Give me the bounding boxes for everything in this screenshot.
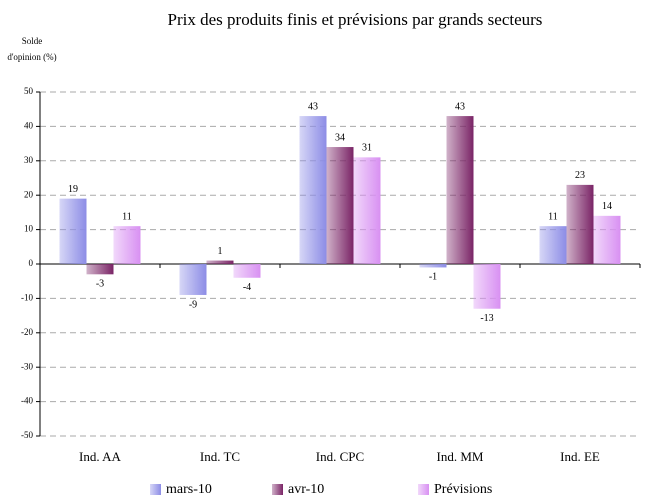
y-tick-label: 0 <box>29 258 34 268</box>
data-label: 14 <box>602 201 612 212</box>
data-label: -3 <box>96 279 104 290</box>
bar <box>299 116 327 264</box>
bar <box>353 157 381 264</box>
x-tick-label: Ind. TC <box>200 449 240 464</box>
y-tick-label: -50 <box>21 430 33 440</box>
legend-swatch <box>150 484 161 495</box>
bar <box>86 264 114 275</box>
data-label: 34 <box>335 132 345 143</box>
data-label: 11 <box>122 211 132 222</box>
x-tick-label: Ind. MM <box>437 449 484 464</box>
y-tick-label: 10 <box>24 224 34 234</box>
bar <box>446 116 474 264</box>
y-tick-label: 30 <box>24 155 34 165</box>
legend-label: avr-10 <box>288 482 324 497</box>
bar <box>566 184 594 264</box>
y-axis-label: Solde <box>22 36 43 46</box>
data-label: -4 <box>243 282 251 293</box>
bar <box>473 264 501 309</box>
data-label: 43 <box>455 101 465 112</box>
data-label: 23 <box>575 170 585 181</box>
bar <box>593 215 621 264</box>
y-axis-label: d'opinion (%) <box>7 52 56 62</box>
y-tick-label: 20 <box>24 189 34 199</box>
y-tick-label: -30 <box>21 361 33 371</box>
x-tick-label: Ind. AA <box>79 449 122 464</box>
bar <box>233 264 261 278</box>
data-label: 43 <box>308 101 318 112</box>
bar <box>179 264 207 295</box>
legend-label: mars-10 <box>166 482 212 497</box>
bar <box>419 264 447 268</box>
bar <box>326 147 354 264</box>
x-tick-label: Ind. CPC <box>316 449 364 464</box>
bar <box>113 226 141 264</box>
data-label: 11 <box>548 211 558 222</box>
legend-swatch <box>272 484 283 495</box>
legend-swatch <box>418 484 429 495</box>
bar <box>59 198 87 264</box>
data-label: 19 <box>68 184 78 195</box>
data-label: 31 <box>362 143 372 154</box>
y-tick-label: -10 <box>21 292 33 302</box>
y-tick-label: 40 <box>24 120 34 130</box>
data-label: -1 <box>429 272 437 283</box>
data-label: -13 <box>480 313 493 324</box>
bar <box>206 260 234 264</box>
x-tick-label: Ind. EE <box>560 449 600 464</box>
chart-title: Prix des produits finis et prévisions pa… <box>168 10 543 29</box>
legend-label: Prévisions <box>434 482 492 497</box>
y-tick-label: 50 <box>24 86 34 96</box>
bar <box>539 226 567 264</box>
y-tick-label: -40 <box>21 396 33 406</box>
data-label: 1 <box>218 246 223 257</box>
data-label: -9 <box>189 299 197 310</box>
y-tick-label: -20 <box>21 327 33 337</box>
